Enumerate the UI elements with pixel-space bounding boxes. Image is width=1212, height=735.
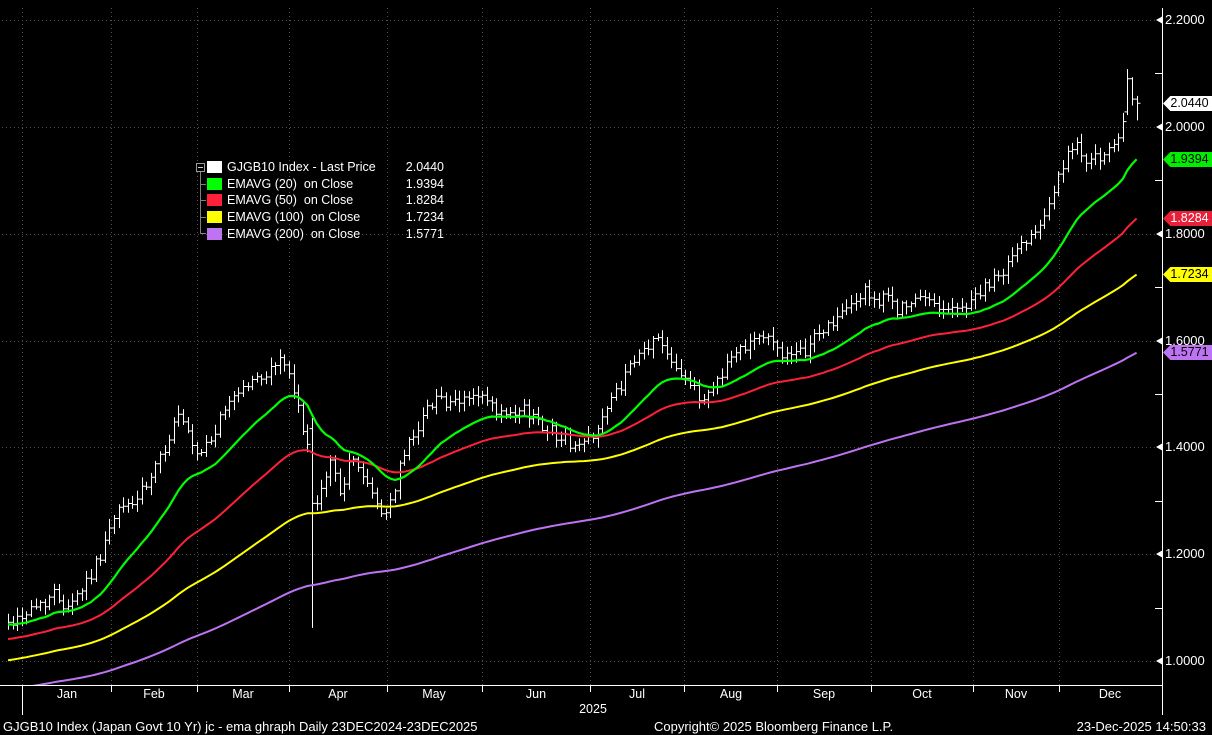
y-axis-label-1.2000: 1.2000 xyxy=(1156,547,1205,561)
y-axis-tick-text: 1.8000 xyxy=(1165,226,1205,241)
legend-series-value: 1.5771 xyxy=(405,226,444,241)
y-axis-tick-text: 1.2000 xyxy=(1165,546,1205,561)
ema100-value-badge: 1.7234 xyxy=(1163,267,1212,282)
x-axis-month-oct: Oct xyxy=(912,687,932,701)
legend-color-swatch xyxy=(207,211,222,224)
legend-color-swatch xyxy=(207,194,222,207)
legend-tree-line xyxy=(200,233,206,234)
ema20-value-badge: 1.9394 xyxy=(1163,152,1212,167)
y-axis-tick-text: 1.0000 xyxy=(1165,653,1205,668)
ema-100-line xyxy=(8,273,1138,662)
axis-tick-arrow-icon xyxy=(1156,123,1163,131)
y-axis-tick-text: 1.4000 xyxy=(1165,439,1205,454)
legend-series-value: 1.9394 xyxy=(405,176,444,191)
legend-tree-line xyxy=(200,184,206,185)
legend-row-emavg-100[interactable]: EMAVG (100) on Close 1.7234 xyxy=(196,209,444,226)
y-axis-tick-text: 1.6000 xyxy=(1165,333,1205,348)
x-axis-month-jan: Jan xyxy=(56,687,78,701)
y-axis-tick-text: 2.2000 xyxy=(1165,12,1205,27)
status-bar: GJGB10 Index (Japan Govt 10 Yr) jc - ema… xyxy=(0,718,1212,735)
x-axis-month-nov: Nov xyxy=(1004,687,1028,701)
legend-color-swatch xyxy=(207,177,222,190)
legend-color-swatch xyxy=(207,161,222,174)
chart-legend: GJGB10 Index - Last Price 2.0440 EMAVG (20… xyxy=(196,159,444,242)
legend-row-emavg-50[interactable]: EMAVG (50) on Close 1.8284 xyxy=(196,192,444,209)
axis-frame xyxy=(0,8,1163,715)
ema-20-line xyxy=(8,158,1138,626)
chart-description: GJGB10 Index (Japan Govt 10 Yr) jc - ema… xyxy=(3,719,478,734)
ema-200-line xyxy=(32,351,1138,685)
axis-tick-arrow-icon xyxy=(1156,337,1163,345)
gridlines xyxy=(2,8,1162,685)
legend-series-label: EMAVG (200) on Close xyxy=(227,226,361,241)
y-axis-label-2.0000: 2.0000 xyxy=(1156,120,1205,134)
y-axis-label-1.6000: 1.6000 xyxy=(1156,334,1205,348)
y-axis-label-1.8000: 1.8000 xyxy=(1156,227,1205,241)
ema50-value-badge: 1.8284 xyxy=(1163,211,1212,226)
ema200-value-badge: 1.5771 xyxy=(1163,345,1212,360)
x-axis-month-feb: Feb xyxy=(143,687,165,701)
x-axis-month-aug: Aug xyxy=(719,687,743,701)
legend-series-label: EMAVG (50) on Close xyxy=(227,193,354,208)
price-ohlc-bars xyxy=(8,69,1141,631)
timestamp: 23-Dec-2025 14:50:33 xyxy=(1076,719,1206,734)
x-axis-month-jun: Jun xyxy=(525,687,547,701)
y-axis-tick-text: 2.0000 xyxy=(1165,119,1205,134)
legend-series-value: 2.0440 xyxy=(405,160,444,175)
y-axis-label-1.4000: 1.4000 xyxy=(1156,440,1205,454)
x-axis-month-may: May xyxy=(422,687,446,701)
legend-tree-line xyxy=(200,172,201,234)
legend-row-emavg-200[interactable]: EMAVG (200) on Close 1.5771 xyxy=(196,225,444,242)
last-price-badge: 2.0440 xyxy=(1163,96,1212,111)
y-axis-label-2.2000: 2.2000 xyxy=(1156,13,1205,27)
x-axis-month-apr: Apr xyxy=(328,687,348,701)
x-axis-year-label: 2025 xyxy=(579,702,607,716)
legend-series-label: GJGB10 Index - Last Price xyxy=(227,160,376,175)
axis-tick-arrow-icon xyxy=(1156,230,1163,238)
legend-row-last-price[interactable]: GJGB10 Index - Last Price 2.0440 xyxy=(196,159,444,176)
axis-tick-arrow-icon xyxy=(1156,657,1163,665)
x-axis-month-sep: Sep xyxy=(812,687,836,701)
legend-series-value: 1.7234 xyxy=(405,210,444,225)
x-axis-month-mar: Mar xyxy=(232,687,254,701)
axis-tick-arrow-icon xyxy=(1156,443,1163,451)
legend-series-value: 1.8284 xyxy=(405,193,444,208)
legend-tree-expander-icon[interactable] xyxy=(196,163,205,172)
ema-50-line xyxy=(8,217,1138,640)
legend-color-swatch xyxy=(207,227,222,240)
legend-row-emavg-20[interactable]: EMAVG (20) on Close 1.9394 xyxy=(196,176,444,193)
legend-series-label: EMAVG (20) on Close xyxy=(227,176,354,191)
legend-tree-line xyxy=(200,200,206,201)
x-axis-month-jul: Jul xyxy=(629,687,645,701)
y-axis-label-1.0000: 1.0000 xyxy=(1156,654,1205,668)
axis-tick-arrow-icon xyxy=(1156,550,1163,558)
price-chart-canvas[interactable] xyxy=(0,0,1212,717)
copyright-text: Copyright© 2025 Bloomberg Finance L.P. xyxy=(654,719,894,734)
legend-tree-line xyxy=(200,217,206,218)
axis-tick-arrow-icon xyxy=(1156,16,1163,24)
x-axis-month-dec: Dec xyxy=(1098,687,1122,701)
legend-series-label: EMAVG (100) on Close xyxy=(227,210,361,225)
